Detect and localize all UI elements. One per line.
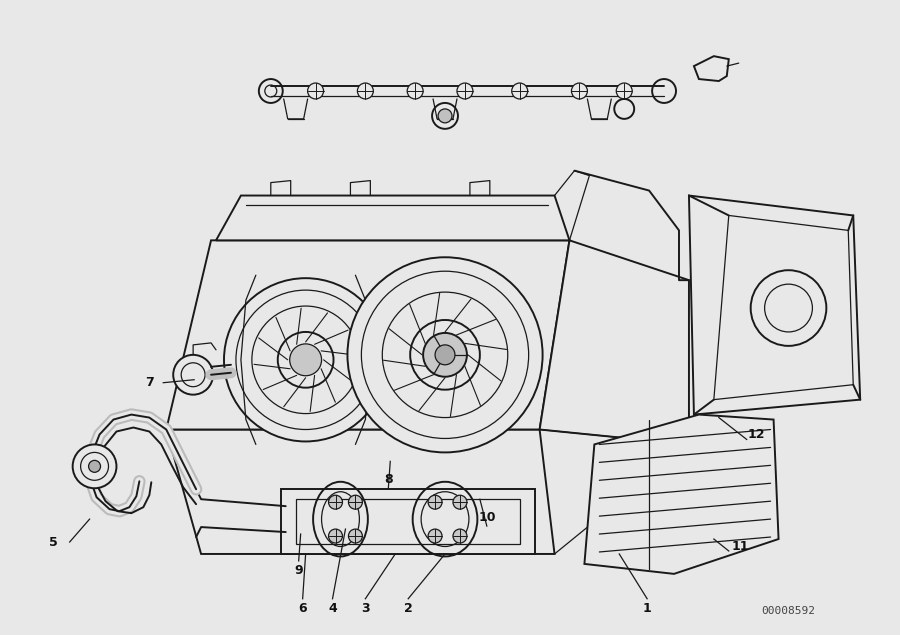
- Circle shape: [328, 529, 343, 543]
- Circle shape: [88, 460, 101, 472]
- Circle shape: [572, 83, 588, 99]
- Polygon shape: [584, 415, 778, 574]
- Polygon shape: [694, 56, 729, 81]
- Circle shape: [357, 83, 374, 99]
- Text: 00008592: 00008592: [761, 606, 815, 616]
- Circle shape: [428, 495, 442, 509]
- Circle shape: [616, 83, 632, 99]
- Circle shape: [453, 495, 467, 509]
- Text: 11: 11: [732, 540, 750, 554]
- Text: 4: 4: [328, 602, 337, 615]
- Polygon shape: [216, 196, 570, 240]
- Text: 3: 3: [361, 602, 370, 615]
- Circle shape: [423, 333, 467, 377]
- Text: 12: 12: [748, 428, 765, 441]
- Circle shape: [347, 257, 543, 452]
- Text: 5: 5: [50, 535, 58, 549]
- Polygon shape: [689, 196, 860, 415]
- Text: 7: 7: [145, 376, 154, 389]
- Circle shape: [407, 83, 423, 99]
- Circle shape: [348, 495, 363, 509]
- Circle shape: [290, 344, 321, 376]
- Text: 1: 1: [643, 602, 652, 615]
- Polygon shape: [714, 215, 853, 399]
- Text: 8: 8: [384, 473, 392, 486]
- Text: 6: 6: [298, 602, 307, 615]
- Polygon shape: [166, 429, 554, 554]
- Circle shape: [453, 529, 467, 543]
- Text: 2: 2: [404, 602, 412, 615]
- Circle shape: [224, 278, 387, 441]
- Circle shape: [348, 529, 363, 543]
- Circle shape: [457, 83, 472, 99]
- Circle shape: [428, 529, 442, 543]
- Circle shape: [328, 495, 343, 509]
- Circle shape: [438, 109, 452, 123]
- Circle shape: [435, 345, 455, 364]
- Circle shape: [73, 444, 116, 488]
- Circle shape: [173, 355, 213, 395]
- Polygon shape: [281, 489, 535, 554]
- Text: 9: 9: [294, 565, 303, 577]
- Polygon shape: [540, 240, 689, 444]
- Circle shape: [308, 83, 324, 99]
- Polygon shape: [296, 499, 519, 544]
- Polygon shape: [166, 240, 570, 429]
- Text: 10: 10: [478, 511, 496, 524]
- Circle shape: [512, 83, 527, 99]
